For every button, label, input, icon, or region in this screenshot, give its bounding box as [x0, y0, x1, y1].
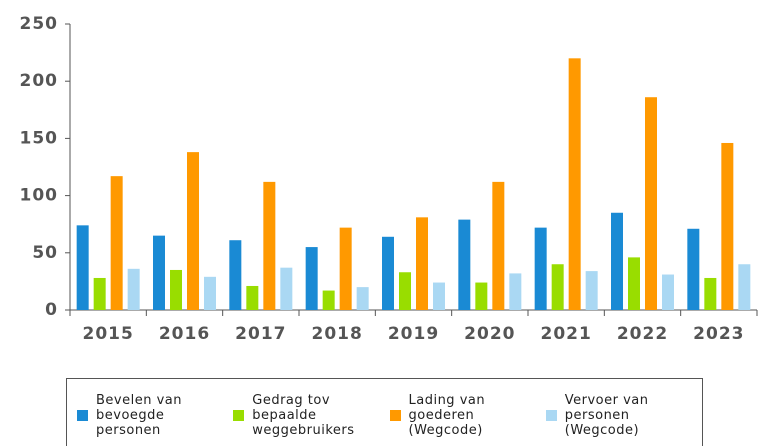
bar: [475, 282, 488, 310]
bar: [170, 269, 182, 310]
bar: [458, 219, 471, 310]
y-tick-label: 50: [32, 243, 58, 263]
bar: [662, 274, 674, 310]
bar: [704, 277, 717, 310]
x-tick-label: 2021: [541, 324, 592, 344]
bar: [127, 268, 140, 310]
bar: [204, 276, 216, 310]
legend: Bevelen van bevoegde personen Gedrag tov …: [66, 378, 703, 446]
bar: [738, 264, 751, 310]
legend-item: Bevelen van bevoegde personen: [77, 385, 233, 446]
bar: [153, 235, 165, 310]
legend-swatch: [233, 410, 245, 421]
x-tick-label: 2022: [617, 324, 668, 344]
bar: [246, 285, 259, 310]
y-tick-label: 200: [20, 71, 59, 91]
bar: [721, 142, 734, 310]
legend-item: Vervoer van personen (Wegcode): [545, 385, 702, 446]
bar: [305, 247, 318, 310]
x-tick-label: 2015: [83, 324, 134, 344]
x-tick-label: 2019: [388, 324, 439, 344]
bar: [356, 287, 369, 310]
bar: [382, 236, 394, 310]
bar: [322, 290, 335, 310]
y-tick-label: 0: [45, 300, 58, 320]
y-tick-label: 250: [20, 14, 59, 34]
bar: [585, 271, 598, 310]
bar: [687, 228, 700, 310]
bar: [280, 267, 293, 310]
legend-swatch: [77, 410, 88, 421]
legend-label: Vervoer van personen (Wegcode): [564, 393, 649, 438]
legend-label: Lading van goederen (Wegcode): [408, 393, 486, 438]
bar: [568, 58, 581, 310]
bar: [551, 264, 564, 310]
bar: [611, 212, 623, 310]
bar: [399, 272, 411, 310]
chart: 0 50 100 150 200 250 2015 2016 2017 2018 2019 2020 2…: [20, 14, 758, 344]
x-tick-label: 2016: [159, 324, 210, 344]
legend-label: Bevelen van bevoegde personen: [96, 393, 182, 438]
bar: [110, 176, 123, 310]
legend-item: Gedrag tov bepaalde weggebruikers: [233, 385, 389, 446]
bar: [93, 277, 106, 310]
bar: [263, 181, 276, 310]
y-tick-label: 150: [20, 128, 59, 148]
y-tick-label: 100: [20, 186, 59, 206]
x-tick-label: 2018: [312, 324, 363, 344]
bar: [433, 282, 445, 310]
legend-label: Gedrag tov bepaalde weggebruikers: [252, 393, 355, 438]
bar: [628, 257, 640, 310]
bar: [509, 273, 522, 310]
legend-swatch: [545, 410, 557, 421]
bar: [187, 152, 199, 310]
x-tick-label: 2017: [235, 324, 286, 344]
bar: [645, 97, 657, 310]
bar: [76, 225, 89, 310]
bar: [339, 227, 352, 310]
x-tick-label: 2020: [464, 324, 515, 344]
bar: [229, 240, 242, 310]
bar: [534, 227, 547, 310]
legend-swatch: [389, 410, 401, 421]
bar: [492, 181, 505, 310]
legend-item: Lading van goederen (Wegcode): [389, 385, 546, 446]
x-tick-label: 2023: [693, 324, 744, 344]
bar: [416, 217, 428, 310]
